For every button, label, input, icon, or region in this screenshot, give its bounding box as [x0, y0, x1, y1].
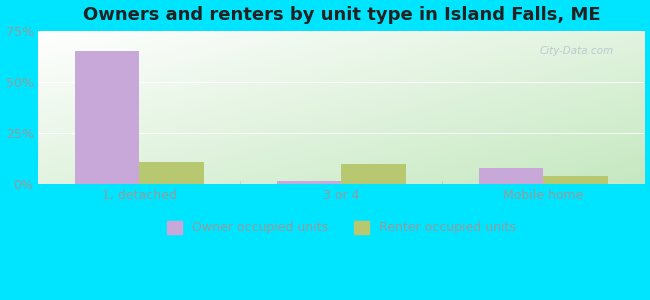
Title: Owners and renters by unit type in Island Falls, ME: Owners and renters by unit type in Islan…	[83, 6, 600, 24]
Bar	[341, 164, 406, 184]
Bar	[543, 176, 608, 184]
Bar	[479, 168, 543, 184]
Bar	[139, 162, 204, 184]
Legend: Owner occupied units, Renter occupied units: Owner occupied units, Renter occupied un…	[162, 216, 521, 239]
Bar	[277, 181, 341, 184]
Bar	[75, 51, 139, 184]
Text: City-Data.com: City-Data.com	[540, 46, 614, 56]
